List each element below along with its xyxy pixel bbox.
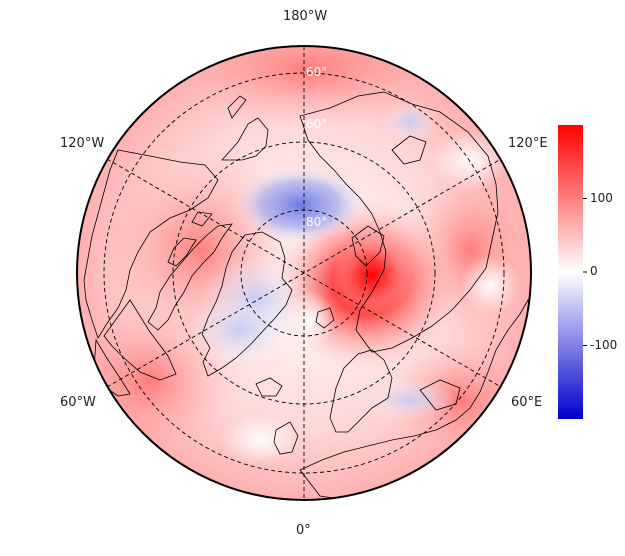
latitude-label-middle: 60°	[306, 117, 327, 131]
coastline-siberia	[299, 91, 499, 353]
longitude-label-lower-right: 60°E	[511, 395, 543, 410]
coastline-greenland	[201, 231, 293, 377]
map-border	[76, 45, 532, 501]
coastline-canadian-archipelago	[147, 223, 233, 331]
colorbar-tick-label: 100	[590, 190, 613, 205]
graticule	[103, 46, 505, 500]
colorbar-gradient	[558, 125, 583, 419]
longitude-label-upper-right: 120°E	[508, 136, 548, 151]
latitude-label-outer: 60°	[306, 65, 327, 79]
coastline-alaska	[221, 117, 269, 161]
latitude-label-inner: 80°	[306, 215, 327, 229]
meridian-120w-60e	[106, 158, 502, 388]
longitude-label-top: 180°W	[283, 9, 328, 24]
coastline-scandinavia	[329, 349, 393, 433]
coastline-iceland	[255, 377, 283, 397]
anomaly-field: 60° 60° 80°	[77, 46, 531, 500]
longitude-label-lower-left: 60°W	[60, 395, 96, 410]
latitude-circle-60	[103, 72, 505, 474]
longitude-label-upper-left: 120°W	[60, 136, 105, 151]
latitude-labels: 60° 60° 80°	[306, 65, 327, 229]
coastline-svalbard	[315, 307, 335, 329]
coastline-novaya-zemlya	[351, 225, 385, 267]
coastline-british-isles	[273, 421, 299, 455]
coastline-north-america	[83, 149, 219, 339]
longitude-label-bottom: 0°	[296, 523, 311, 538]
colorbar-ticks	[583, 198, 587, 346]
colorbar-tick-label: -100	[590, 337, 618, 352]
colorbar	[558, 125, 587, 419]
colorbar-tick-label: 0	[590, 264, 598, 278]
